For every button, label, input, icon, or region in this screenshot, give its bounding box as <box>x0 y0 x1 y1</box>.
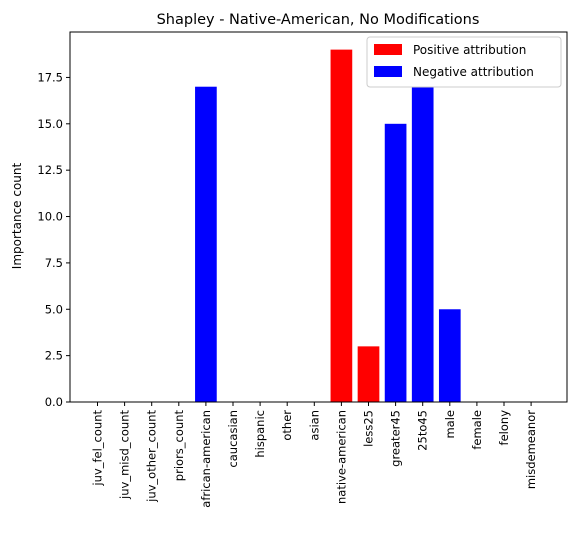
y-tick-label: 7.5 <box>45 256 63 270</box>
x-tick-label-less25: less25 <box>362 410 376 447</box>
legend-positive-swatch <box>374 44 402 55</box>
legend: Positive attribution Negative attributio… <box>366 36 562 88</box>
y-tick-label: 15.0 <box>37 117 63 131</box>
y-tick-label: 10.0 <box>37 210 63 224</box>
x-tick-label-other: other <box>280 410 294 441</box>
y-tick-label: 0.0 <box>45 395 63 409</box>
legend-positive-label: Positive attribution <box>413 43 526 57</box>
x-tick-label-misdemeanor: misdemeanor <box>524 410 538 489</box>
x-tick-label-hispanic: hispanic <box>253 410 267 458</box>
chart-title: Shapley - Native-American, No Modificati… <box>157 12 480 28</box>
bars-group <box>195 49 461 403</box>
x-tick-label-juv_misd_count: juv_misd_count <box>118 410 132 500</box>
bar-native-american <box>330 49 353 402</box>
legend-negative-label: Negative attribution <box>413 65 534 79</box>
bar-male <box>438 309 461 402</box>
x-tick-label-priors_count: priors_count <box>172 410 186 482</box>
legend-box <box>366 36 562 88</box>
y-tick-label: 5.0 <box>45 302 63 316</box>
y-tick-label: 17.5 <box>37 70 63 84</box>
y-axis-label: Importance count <box>10 162 24 269</box>
x-tick-label-juv_other_count: juv_other_count <box>145 410 159 503</box>
bar-25to45 <box>411 86 434 402</box>
legend-negative-swatch <box>374 66 402 77</box>
x-tick-label-felony: felony <box>497 410 511 446</box>
plot-frame <box>69 31 568 403</box>
x-tick-label-male: male <box>443 410 457 439</box>
x-tick-label-25to45: 25to45 <box>416 410 430 451</box>
y-ticks-group: 0.0 2.5 5.0 7.5 10.0 12.5 15.0 17.5 <box>37 70 70 409</box>
x-tick-label-juv_fel_count: juv_fel_count <box>91 410 105 487</box>
x-tick-label-asian: asian <box>307 410 321 441</box>
x-tick-label-greater45: greater45 <box>389 410 403 467</box>
bar-greater45 <box>384 123 407 403</box>
y-tick-label: 2.5 <box>45 349 63 363</box>
x-tick-label-female: female <box>470 410 484 450</box>
x-tick-label-caucasian: caucasian <box>226 410 240 468</box>
x-ticks-group: juv_fel_count juv_misd_count juv_other_cou… <box>91 402 538 508</box>
x-tick-label-african-american: african-american <box>199 410 213 508</box>
x-tick-label-native-american: native-american <box>334 410 348 504</box>
bar-less25 <box>357 346 380 402</box>
y-tick-label: 12.5 <box>37 163 63 177</box>
bar-african-american <box>195 86 217 402</box>
